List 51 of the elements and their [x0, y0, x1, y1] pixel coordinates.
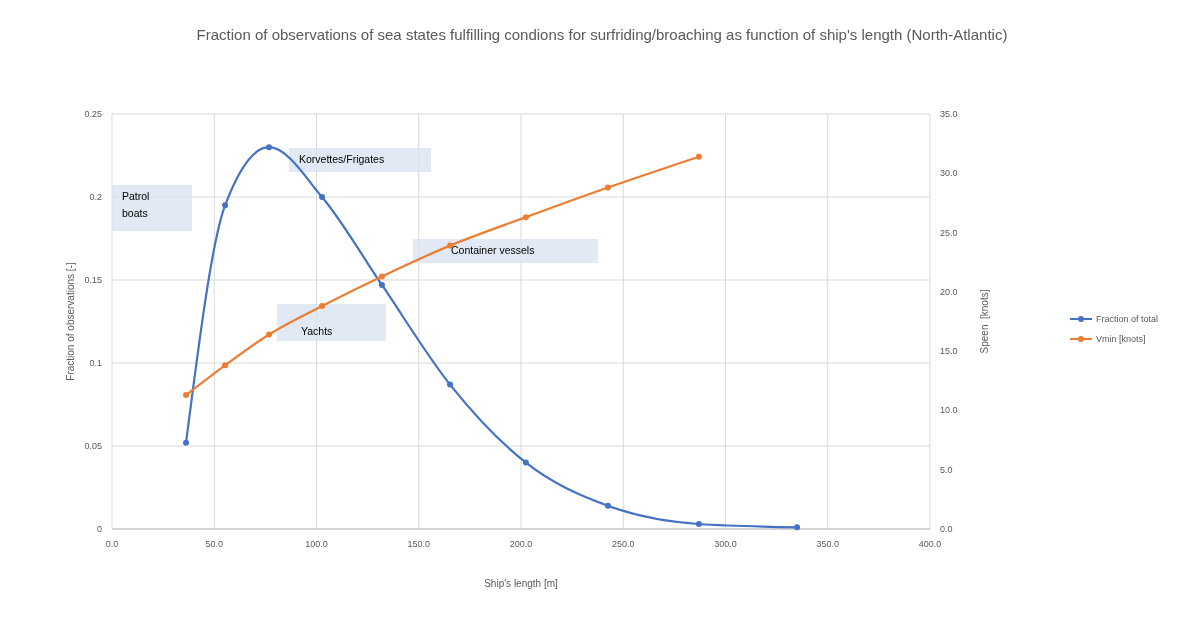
- y-tick-label: 0.1: [89, 358, 102, 368]
- y2-tick-label: 15.0: [940, 346, 958, 357]
- y2-tick-label: 0.0: [940, 524, 953, 534]
- y-tick-label: 0.05: [84, 441, 102, 451]
- annotation: Korvettes/Frigates: [299, 153, 385, 165]
- x-tick-label: 200.0: [509, 539, 533, 549]
- point: [319, 194, 326, 200]
- y2-tick-label: 20.0: [940, 286, 958, 297]
- x-tick-label: 400.0: [918, 539, 942, 549]
- y-tick-label: 0.2: [89, 192, 102, 202]
- point: [319, 303, 326, 310]
- point: [695, 521, 702, 528]
- legend-label: Vmin [knots]: [1096, 334, 1146, 344]
- point: [794, 524, 801, 531]
- y-axis-title: Fraction of observations [-]: [65, 262, 76, 381]
- point: [522, 214, 529, 221]
- x-tick-label: 150.0: [407, 539, 431, 549]
- y2-tick-label: 5.0: [940, 464, 953, 475]
- x-tick-label: 0.0: [105, 539, 119, 549]
- point: [183, 392, 190, 399]
- x-tick-label: 250.0: [611, 539, 635, 549]
- point: [604, 184, 611, 191]
- x-tick-label: 350.0: [816, 539, 840, 549]
- point: [695, 153, 702, 160]
- point: [266, 331, 273, 338]
- annotation: Patrol boats: [122, 190, 150, 219]
- chart-title: Fraction of observations of sea states fulfilling condions for surfriding/broaching as function of ship's length (North-Atlantic): [196, 26, 1008, 43]
- point: [378, 281, 385, 288]
- point: [222, 202, 229, 209]
- point: [604, 502, 611, 509]
- y2-tick-label: 25.0: [940, 227, 958, 238]
- annotation: Yachts: [301, 325, 333, 337]
- y-tick-label: 0.25: [84, 109, 102, 119]
- x-tick-label: 50.0: [205, 539, 224, 549]
- y2-tick-label: 10.0: [940, 405, 958, 416]
- legend-label: Fraction of total: [1096, 314, 1159, 324]
- x-tick-label: 100.0: [305, 539, 328, 549]
- point: [522, 459, 529, 466]
- point: [266, 144, 273, 151]
- x-axis-title: Ship's length [m]: [484, 578, 559, 589]
- y-tick-label: 0: [96, 524, 102, 534]
- point: [222, 362, 229, 369]
- point: [378, 273, 385, 280]
- y2-axis-title: Speen [knots]: [979, 289, 990, 354]
- y2-tick-label: 35.0: [940, 109, 958, 119]
- point: [183, 439, 190, 446]
- x-tick-label: 300.0: [714, 539, 737, 549]
- point: [447, 381, 454, 388]
- annotation: Container vessels: [451, 244, 535, 256]
- y-tick-label: 0.15: [84, 275, 102, 285]
- y2-tick-label: 30.0: [940, 168, 958, 179]
